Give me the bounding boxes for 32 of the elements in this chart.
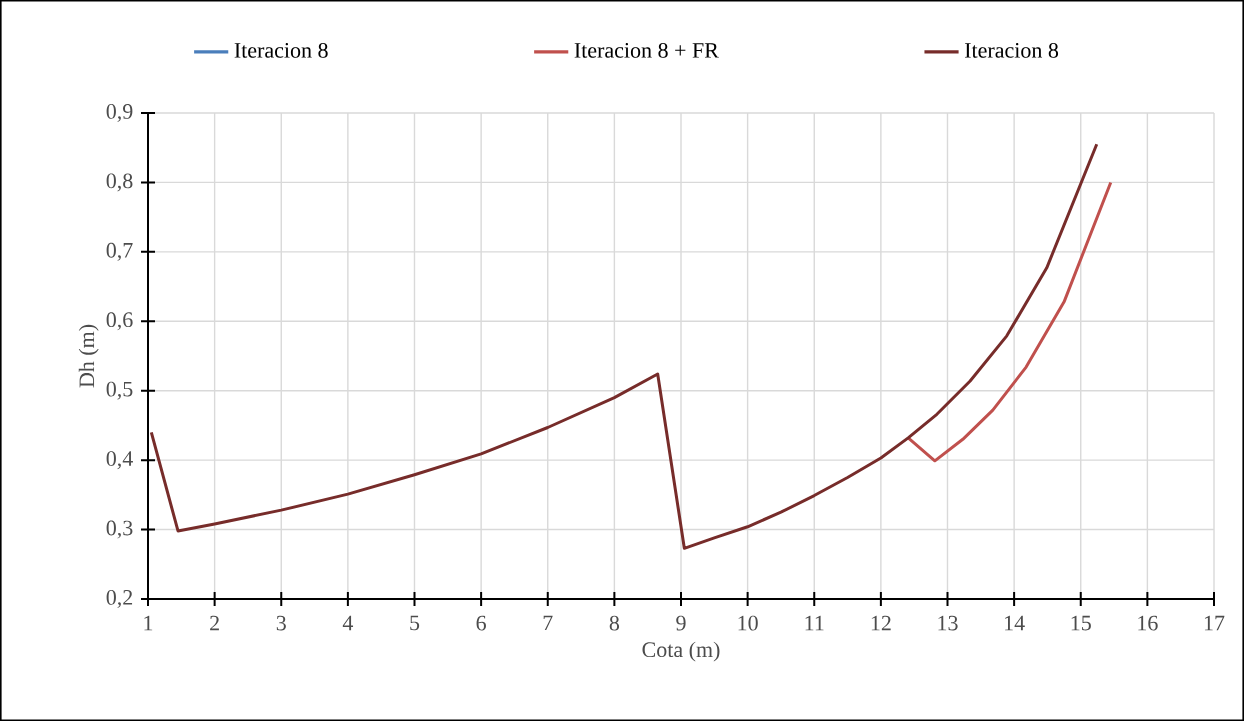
x-tick-label: 1 [144, 615, 153, 631]
x-tick-label: 7 [543, 615, 553, 631]
y-tick-label: 0,2 [106, 589, 133, 608]
x-tick-label: 3 [276, 615, 286, 631]
x-tick-label: 15 [1071, 615, 1091, 631]
y-tick-label: 0,3 [106, 520, 133, 539]
x-tick-label: 16 [1138, 615, 1158, 631]
legend-label: Iteracion 8 [234, 42, 328, 58]
legend-label: Iteracion 8 + FR [574, 42, 719, 58]
x-tick-label: 8 [609, 615, 620, 631]
x-tick-label: 17 [1204, 615, 1225, 631]
y-tick-label: 0,4 [106, 451, 133, 470]
x-tick-label: 12 [871, 615, 891, 631]
x-tick-label: 2 [210, 615, 219, 631]
legend-label: Iteracion 8 [964, 42, 1059, 58]
x-tick-label: 11 [805, 615, 824, 631]
x-tick-label: 6 [476, 615, 486, 631]
x-axis-title: Cota (m) [642, 641, 720, 662]
y-tick-label: 0,9 [106, 104, 133, 123]
y-tick-label: 0,6 [106, 312, 133, 331]
x-tick-label: 10 [738, 615, 758, 631]
x-tick-label: 5 [410, 615, 420, 631]
y-tick-label: 0,7 [106, 242, 133, 261]
x-tick-label: 4 [342, 615, 354, 631]
line-series [906, 180, 1113, 463]
x-tick-label: 13 [938, 615, 958, 631]
y-axis-title: Dh (m) [78, 324, 99, 388]
line-series [149, 142, 1099, 550]
x-tick-label: 9 [676, 615, 686, 631]
y-tick-label: 0,5 [106, 381, 133, 400]
y-tick-label: 0,8 [106, 173, 133, 192]
x-tick-label: 14 [1005, 615, 1025, 631]
